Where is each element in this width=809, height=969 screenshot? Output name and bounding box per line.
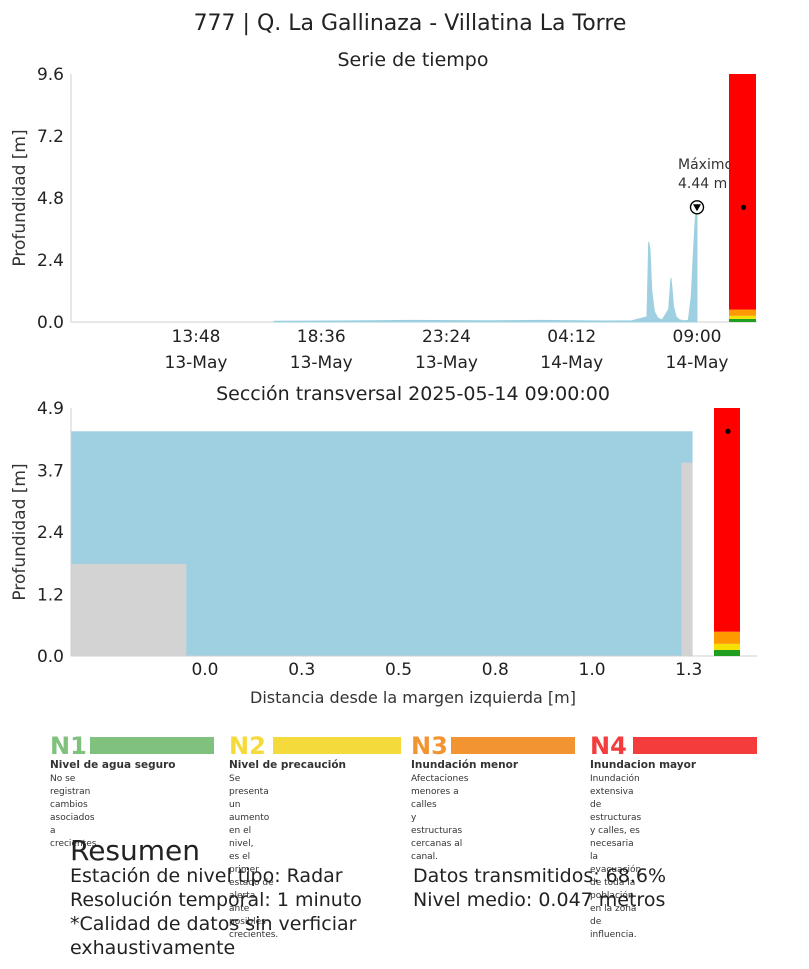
- current-level-marker: [740, 204, 747, 210]
- y-tick-label: 9.6: [37, 65, 64, 85]
- level-code: N4: [590, 732, 627, 760]
- level-band-n1: [729, 318, 756, 322]
- summary-title: Resumen: [70, 834, 201, 867]
- y-tick-label: 3.7: [37, 461, 64, 481]
- y-tick-label: 2.4: [37, 251, 64, 271]
- alert-levels-legend: N1 Nivel de agua seguro No se registran …: [0, 732, 809, 940]
- x-axis-label: Distancia desde la margen izquierda [m]: [250, 688, 576, 707]
- level-name: Inundación menor: [411, 759, 519, 771]
- chart-title: Sección transversal 2025-05-14 09:00:00: [216, 383, 610, 405]
- level-code: N1: [50, 732, 87, 760]
- level-band-n1: [714, 649, 740, 656]
- level-band-n3: [714, 631, 740, 644]
- level-band-n4: [714, 408, 740, 632]
- x-tick-time: 23:24: [422, 327, 471, 347]
- current-level-marker: [725, 428, 731, 434]
- summary-left-column: Estación de nivel tipo: Radar Resolución…: [70, 864, 362, 960]
- summary-line: Datos transmitidos: 68.6%: [413, 865, 667, 887]
- level-description: Se presenta un aumento en el nivel, es e…: [229, 774, 279, 940]
- y-tick-label: 1.2: [37, 585, 64, 605]
- summary-line: Nivel medio: 0.047 metros: [413, 889, 666, 911]
- x-tick-label: 1.0: [579, 660, 606, 680]
- x-tick-label: 0.8: [482, 660, 509, 680]
- chart-title: Serie de tiempo: [338, 49, 489, 71]
- x-tick-time: 09:00: [673, 327, 722, 347]
- report-figure: 777 | Q. La Gallinaza - Villatina La Tor…: [10, 11, 757, 707]
- level-description: Afectaciones menores a calles y estructu…: [411, 774, 469, 862]
- summary-section: Resumen Estación de nivel tipo: Radar Re…: [70, 834, 790, 959]
- x-tick-label: 0.0: [191, 660, 218, 680]
- x-tick-label: 0.5: [385, 660, 412, 680]
- summary-line: Resolución temporal: 1 minuto: [70, 889, 362, 911]
- level-color-bar: [451, 737, 575, 754]
- y-tick-label: 4.8: [37, 189, 64, 209]
- x-tick-date: 13-May: [165, 353, 228, 373]
- y-tick-label: 0.0: [37, 647, 64, 667]
- x-tick-time: 18:36: [297, 327, 346, 347]
- summary-right-column: Datos transmitidos: 68.6% Nivel medio: 0…: [413, 864, 666, 912]
- x-tick-time: 04:12: [547, 327, 596, 347]
- level-band-n3: [729, 309, 756, 316]
- terrain-block: [681, 462, 693, 656]
- level-band-n4: [729, 74, 756, 310]
- level-band-n2: [729, 315, 756, 319]
- x-tick-time: 13:48: [172, 327, 221, 347]
- y-tick-label: 2.4: [37, 523, 64, 543]
- depth-series-area: [273, 207, 698, 323]
- x-tick-label: 1.3: [675, 660, 702, 680]
- x-tick-date: 14-May: [666, 353, 729, 373]
- level-code: N2: [229, 732, 266, 760]
- level-description: No se registran cambios asociados a crec…: [50, 774, 100, 849]
- time-series-chart: Serie de tiempo Profundidad [m] 0.0 2.4 4.8 7…: [10, 49, 757, 373]
- level-code: N3: [411, 732, 448, 760]
- cross-section-chart: Sección transversal 2025-05-14 09:00:00 P…: [10, 383, 757, 707]
- summary-line: *Calidad de datos sin verficiar: [70, 913, 357, 935]
- x-tick-date: 14-May: [540, 353, 603, 373]
- y-axis-label: Profundidad [m]: [10, 463, 30, 600]
- x-tick-label: 0.3: [288, 660, 315, 680]
- figure-title: 777 | Q. La Gallinaza - Villatina La Tor…: [194, 11, 627, 36]
- terrain-block: [71, 563, 187, 656]
- level-description: Inundación extensiva de estructuras y ca…: [590, 774, 642, 940]
- level-name: Inundacion mayor: [590, 759, 697, 771]
- x-tick-date: 13-May: [290, 353, 353, 373]
- y-tick-label: 4.9: [37, 399, 64, 419]
- x-tick-date: 13-May: [415, 353, 478, 373]
- y-tick-label: 7.2: [37, 127, 64, 147]
- max-marker-triangle: [693, 204, 701, 212]
- summary-line: Estación de nivel tipo: Radar: [70, 865, 343, 887]
- level-color-bar: [90, 737, 214, 754]
- level-name: Nivel de agua seguro: [50, 759, 176, 771]
- level-color-bar: [273, 737, 401, 754]
- level-band-n2: [714, 643, 740, 650]
- level-color-bar: [633, 737, 757, 754]
- summary-line: exhaustivamente: [70, 937, 236, 959]
- level-name: Nivel de precaución: [229, 759, 347, 771]
- max-annotation-value: 4.44 m: [678, 176, 727, 192]
- y-tick-label: 0.0: [37, 313, 64, 333]
- y-axis-label: Profundidad [m]: [10, 129, 30, 266]
- max-annotation-label: Máximo: [678, 157, 733, 173]
